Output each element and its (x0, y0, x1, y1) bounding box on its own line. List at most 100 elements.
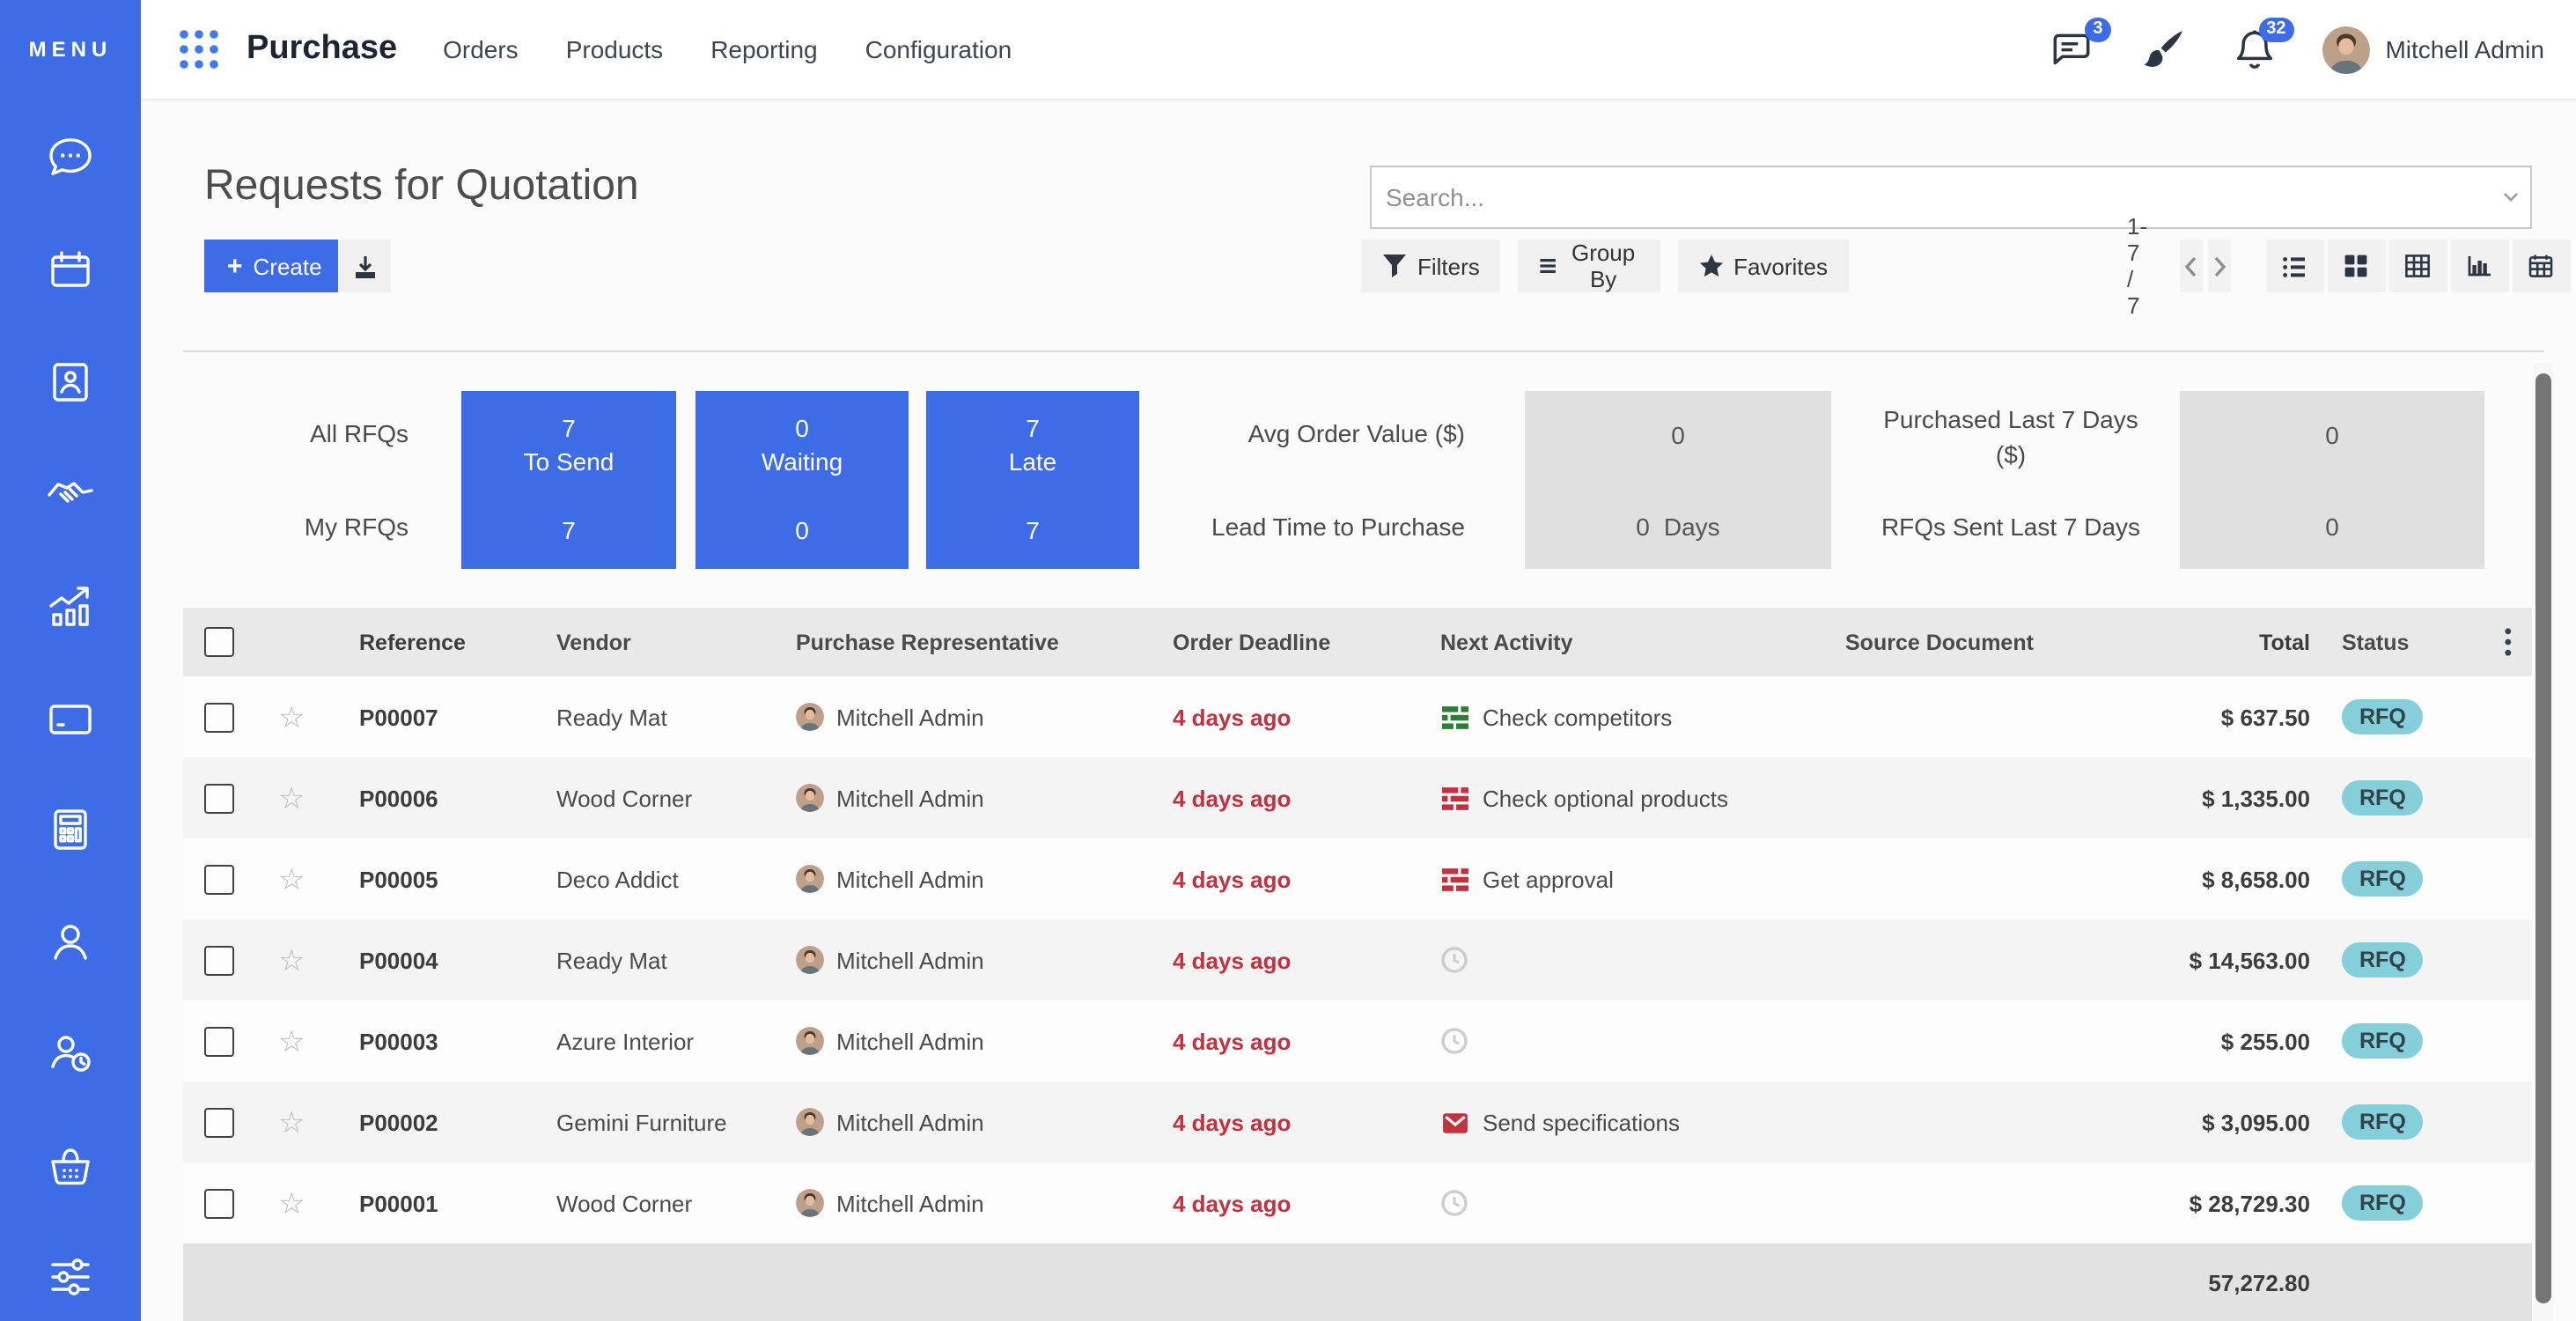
favorite-star-icon[interactable]: ☆ (278, 945, 305, 975)
table-row[interactable]: ☆ P00001 Wood Corner Mitchell Admin 4 da… (183, 1162, 2532, 1244)
row-vendor: Ready Mat (556, 947, 667, 973)
create-button[interactable]: + Create (204, 240, 345, 292)
clock-activity-icon[interactable] (1440, 1189, 1468, 1217)
vertical-scrollbar[interactable] (2534, 363, 2553, 1321)
column-header-vendor[interactable]: Vendor (556, 630, 631, 654)
lead-time-label[interactable]: Lead Time to Purchase (1211, 513, 1465, 541)
tasks-activity-icon[interactable] (1440, 704, 1468, 730)
column-header-total[interactable]: Total (2259, 630, 2310, 654)
chevron-down-icon[interactable] (2502, 190, 2520, 204)
sidebar-item-crm[interactable] (42, 466, 99, 522)
favorite-star-icon[interactable]: ☆ (278, 1188, 305, 1218)
metrics-card-right[interactable]: 0 0 (2180, 391, 2484, 569)
kanban-view-button[interactable] (2327, 240, 2386, 292)
all-rfqs-filter[interactable]: All RFQs (310, 419, 408, 447)
optional-columns-button[interactable] (2483, 627, 2532, 657)
list-view-button[interactable] (2265, 240, 2324, 292)
table-row[interactable]: ☆ P00004 Ready Mat Mitchell Admin 4 days… (183, 919, 2532, 1000)
select-all-checkbox[interactable] (204, 627, 234, 657)
activity-view-button[interactable] (2573, 240, 2576, 292)
tasks-activity-icon[interactable] (1440, 866, 1468, 892)
favorite-star-icon[interactable]: ☆ (278, 864, 305, 894)
tasks-activity-icon[interactable] (1440, 785, 1468, 811)
footer-total: 57,272.80 (2208, 1269, 2310, 1295)
column-header-status[interactable]: Status (2342, 630, 2410, 654)
row-activity-label[interactable]: Get approval (1483, 866, 1614, 892)
user-menu[interactable]: Mitchell Admin (2322, 26, 2544, 73)
notifications-button[interactable]: 32 (2230, 17, 2294, 73)
menu-orders[interactable]: Orders (443, 35, 519, 63)
table-row[interactable]: ☆ P00002 Gemini Furniture Mitchell Admin… (183, 1081, 2532, 1162)
theme-brush-button[interactable] (2138, 26, 2186, 73)
sidebar-item-billing[interactable] (42, 690, 99, 746)
control-row: Filters Group By Favorites 1-7 / 7 (1361, 213, 2576, 319)
menu-reporting[interactable]: Reporting (710, 35, 818, 63)
pivot-view-button[interactable] (2388, 240, 2447, 292)
sidebar-item-calendar[interactable] (42, 242, 99, 299)
sidebar-item-employees[interactable] (42, 913, 99, 970)
favorites-button[interactable]: Favorites (1677, 240, 1849, 292)
column-header-deadline[interactable]: Order Deadline (1173, 630, 1331, 654)
row-activity-label[interactable]: Check optional products (1483, 785, 1728, 811)
column-header-source[interactable]: Source Document (1845, 630, 2034, 654)
search-input[interactable] (1372, 183, 2502, 211)
purchased-last-7-days-label[interactable]: Purchased Last 7 Days ($) (1883, 405, 2138, 469)
row-checkbox[interactable] (204, 702, 234, 732)
group-by-button[interactable]: Group By (1518, 240, 1660, 292)
row-checkbox[interactable] (204, 1188, 234, 1218)
messages-button[interactable]: 3 (2047, 17, 2111, 73)
clock-activity-icon[interactable] (1440, 1027, 1468, 1055)
row-reference: P00003 (359, 1028, 438, 1054)
column-header-reference[interactable]: Reference (359, 630, 466, 654)
scrollbar-thumb[interactable] (2536, 373, 2551, 1303)
table-footer: 57,272.80 (183, 1244, 2532, 1321)
envelope-activity-icon[interactable] (1440, 1109, 1468, 1135)
sidebar-item-discuss[interactable] (42, 130, 99, 187)
row-checkbox[interactable] (204, 1026, 234, 1056)
my-rfqs-filter[interactable]: My RFQs (304, 513, 408, 541)
table-row[interactable]: ☆ P00003 Azure Interior Mitchell Admin 4… (183, 1000, 2532, 1081)
favorite-star-icon[interactable]: ☆ (278, 702, 305, 732)
calendar-view-button[interactable] (2512, 240, 2571, 292)
pager-previous-button[interactable] (2179, 240, 2203, 292)
sidebar-item-purchase[interactable] (42, 1137, 99, 1193)
row-activity-label[interactable]: Send specifications (1483, 1109, 1681, 1135)
filters-button[interactable]: Filters (1361, 240, 1501, 292)
favorite-star-icon[interactable]: ☆ (278, 1026, 305, 1056)
table-row[interactable]: ☆ P00005 Deco Addict Mitchell Admin 4 da… (183, 838, 2532, 919)
pager-next-button[interactable] (2207, 240, 2231, 292)
kpi-card-to-send[interactable]: 7 To Send 7 (461, 391, 676, 569)
column-header-activity[interactable]: Next Activity (1440, 630, 1573, 654)
sidebar-item-contacts[interactable] (42, 354, 99, 410)
sidebar-item-accounting[interactable] (42, 801, 99, 858)
menu-configuration[interactable]: Configuration (865, 35, 1012, 63)
row-deadline: 4 days ago (1173, 704, 1292, 730)
table-row[interactable]: ☆ P00007 Ready Mat Mitchell Admin 4 days… (183, 676, 2532, 757)
menu-products[interactable]: Products (565, 35, 664, 63)
export-button[interactable] (338, 240, 391, 292)
kpi-card-late[interactable]: 7 Late 7 (926, 391, 1139, 569)
kpi-card-waiting[interactable]: 0 Waiting 0 (696, 391, 909, 569)
metrics-card-left[interactable]: 0 0 Days (1525, 391, 1831, 569)
favorite-star-icon[interactable]: ☆ (278, 1107, 305, 1137)
table-row[interactable]: ☆ P00006 Wood Corner Mitchell Admin 4 da… (183, 757, 2532, 838)
graph-view-button[interactable] (2450, 240, 2509, 292)
kpi-my-value: 7 (1026, 516, 1040, 544)
apps-grid-icon[interactable] (176, 26, 222, 72)
rfqs-sent-last-7-days-label[interactable]: RFQs Sent Last 7 Days (1880, 513, 2141, 541)
row-checkbox[interactable] (204, 1107, 234, 1137)
sidebar-item-settings[interactable] (42, 1249, 99, 1305)
calendar-view-icon (2528, 255, 2553, 277)
row-checkbox[interactable] (204, 783, 234, 813)
row-checkbox[interactable] (204, 864, 234, 894)
column-header-representative[interactable]: Purchase Representative (796, 630, 1059, 654)
favorite-star-icon[interactable]: ☆ (278, 783, 305, 813)
app-title[interactable]: Purchase (247, 30, 398, 67)
avg-order-value-label[interactable]: Avg Order Value ($) (1248, 419, 1465, 447)
row-activity-label[interactable]: Check competitors (1483, 704, 1673, 730)
sidebar-item-attendance[interactable] (42, 1025, 99, 1081)
row-checkbox[interactable] (204, 945, 234, 975)
clock-activity-icon[interactable] (1440, 946, 1468, 974)
menu-toggle[interactable]: MENU (28, 37, 113, 62)
sidebar-item-sales[interactable] (42, 578, 99, 634)
